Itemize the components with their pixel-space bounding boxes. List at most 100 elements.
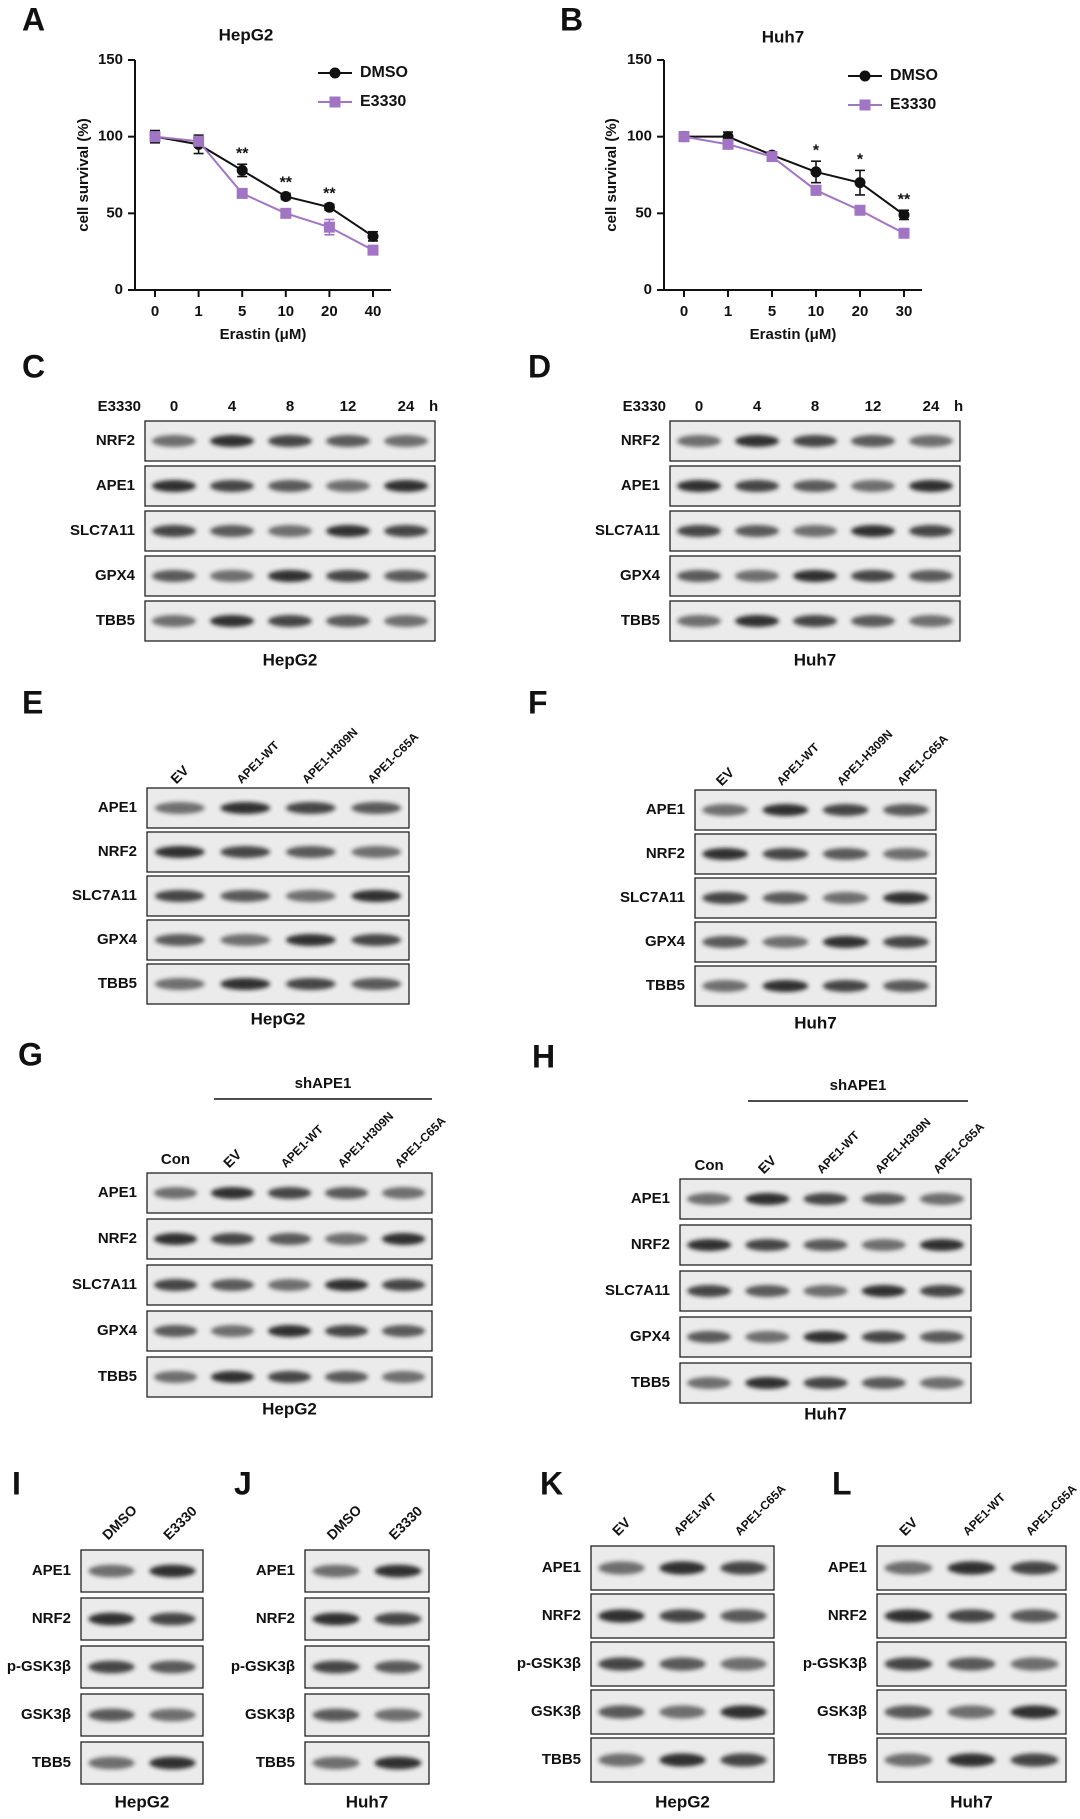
- band: [850, 480, 896, 492]
- band: [919, 1377, 965, 1389]
- row-label: TBB5: [646, 977, 685, 994]
- point: [367, 244, 379, 256]
- band: [1010, 1753, 1059, 1767]
- band: [351, 890, 402, 902]
- band: [1010, 1657, 1059, 1671]
- point: [236, 187, 248, 199]
- band: [762, 892, 809, 904]
- point: [193, 135, 205, 147]
- row-label: GPX4: [95, 567, 136, 584]
- band: [325, 525, 371, 537]
- lane-label: APE1-WT: [671, 1490, 720, 1539]
- band: [88, 1612, 135, 1626]
- band: [919, 1239, 965, 1251]
- x-tick-label: 10: [808, 303, 825, 320]
- lane-label: DMSO: [99, 1502, 140, 1543]
- band: [285, 802, 336, 814]
- series-line: [154, 135, 374, 252]
- treatment-label: E3330: [623, 398, 666, 415]
- band: [324, 1187, 369, 1199]
- band: [686, 1377, 732, 1389]
- point: [678, 131, 690, 143]
- row-label: NRF2: [631, 1236, 670, 1253]
- y-tick-label: 50: [635, 204, 652, 221]
- point: [766, 151, 778, 163]
- band: [919, 1331, 965, 1343]
- band: [267, 615, 313, 627]
- row-label: TBB5: [631, 1374, 670, 1391]
- x-tick-label: 10: [277, 303, 294, 320]
- band: [792, 570, 838, 582]
- band: [908, 615, 954, 627]
- row-label: NRF2: [96, 432, 135, 449]
- band: [919, 1285, 965, 1297]
- band: [312, 1660, 360, 1674]
- band: [745, 1377, 790, 1389]
- lane-label: 8: [811, 398, 819, 415]
- band: [908, 570, 954, 582]
- row-label: p-GSK3β: [231, 1658, 295, 1675]
- band: [861, 1193, 906, 1205]
- band: [210, 1233, 255, 1245]
- lane-label: APE1-WT: [774, 740, 823, 789]
- row-label: APE1: [631, 1190, 670, 1207]
- row-label: APE1: [32, 1562, 71, 1579]
- unit-label: h: [429, 398, 438, 415]
- band: [210, 1371, 255, 1383]
- row-label: APE1: [646, 801, 685, 818]
- band: [154, 802, 205, 814]
- lane-label: 4: [228, 398, 237, 415]
- band: [153, 1325, 198, 1337]
- band: [220, 846, 271, 858]
- band: [734, 480, 780, 492]
- band: [598, 1657, 645, 1671]
- lane-label: APE1-WT: [814, 1128, 863, 1177]
- cell-line: HepG2: [655, 1792, 710, 1811]
- panel-letter: K: [540, 1465, 563, 1501]
- row-label: SLC7A11: [620, 889, 685, 906]
- lane-label: APE1-H309N: [299, 725, 360, 786]
- legend-marker: [859, 99, 871, 111]
- band: [659, 1753, 706, 1767]
- row-label: NRF2: [828, 1607, 867, 1624]
- band: [383, 570, 429, 582]
- band: [210, 1187, 255, 1199]
- band: [267, 525, 313, 537]
- band: [745, 1285, 790, 1297]
- band: [720, 1657, 767, 1671]
- y-tick-label: 100: [98, 128, 123, 145]
- band: [351, 978, 402, 990]
- band: [383, 480, 429, 492]
- panel-letter: E: [22, 684, 43, 720]
- lane-label: EV: [755, 1152, 780, 1177]
- band: [324, 1279, 369, 1291]
- band: [947, 1561, 996, 1575]
- legend-label: E3330: [890, 96, 936, 113]
- lane-label: APE1-H309N: [335, 1109, 396, 1170]
- band: [374, 1708, 422, 1722]
- band: [88, 1660, 135, 1674]
- band: [702, 804, 749, 816]
- band: [351, 802, 402, 814]
- row-label: NRF2: [646, 845, 685, 862]
- legend-label: DMSO: [360, 64, 408, 81]
- significance: **: [898, 191, 911, 208]
- lane-label: APE1-H309N: [872, 1115, 933, 1176]
- band: [151, 570, 197, 582]
- lane-label: EV: [896, 1514, 921, 1539]
- lane-label: DMSO: [323, 1502, 364, 1543]
- band: [676, 525, 722, 537]
- point: [898, 227, 910, 239]
- row-label: GSK3β: [21, 1706, 71, 1723]
- band: [822, 804, 869, 816]
- row-label: TBB5: [32, 1754, 71, 1771]
- row-label: SLC7A11: [72, 1276, 137, 1293]
- legend-marker: [329, 96, 341, 108]
- band: [325, 615, 371, 627]
- band: [267, 480, 313, 492]
- band: [659, 1561, 706, 1575]
- band: [383, 525, 429, 537]
- y-tick-label: 150: [627, 51, 652, 68]
- band: [734, 615, 780, 627]
